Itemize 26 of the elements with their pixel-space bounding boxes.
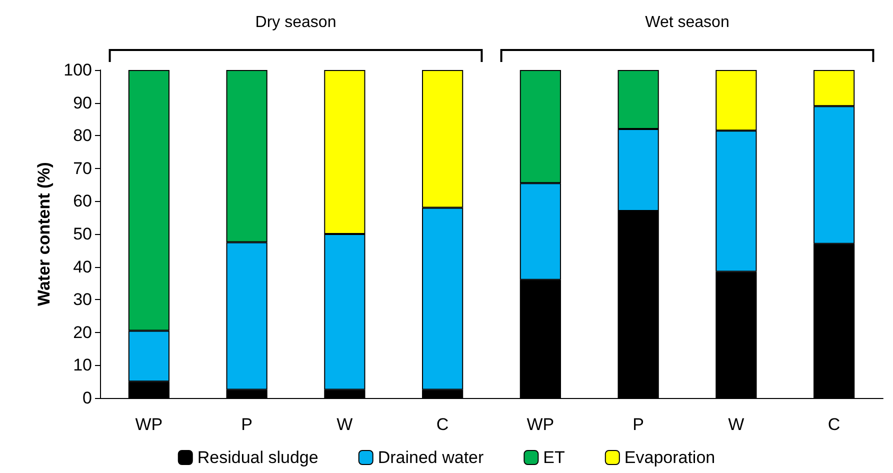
y-tick-label: 20 <box>73 322 92 342</box>
y-axis-title: Water content (%) <box>34 162 54 306</box>
x-tick-label: W <box>336 415 353 434</box>
y-tick-label: 40 <box>73 257 92 276</box>
x-tick-label: W <box>728 415 744 434</box>
text: Wet season <box>645 14 730 32</box>
y-tick-label: 90 <box>73 93 92 112</box>
y-tick-label: 100 <box>64 60 92 80</box>
legend-label: Drained water <box>378 448 484 467</box>
y-tick-label: 80 <box>73 126 92 146</box>
x-tick-label: P <box>632 415 644 434</box>
x-tick-label: P <box>241 415 252 434</box>
legend-label: ET <box>543 448 565 467</box>
x-tick-label: C <box>828 415 840 434</box>
y-tick-label: 10 <box>73 356 92 375</box>
y-tick-label: 30 <box>73 290 92 310</box>
y-tick-label: 70 <box>73 158 92 178</box>
y-tick-label: 60 <box>73 192 92 211</box>
x-tick-label: WP <box>526 415 554 434</box>
y-tick-label: 50 <box>73 224 92 244</box>
legend-label: Evaporation <box>624 448 716 467</box>
x-tick-label: C <box>436 415 449 434</box>
x-tick-label: WP <box>135 415 163 434</box>
text: Dry season <box>255 14 336 32</box>
legend-label: Residual sludge <box>197 448 318 467</box>
y-tick-label: 0 <box>82 388 92 408</box>
